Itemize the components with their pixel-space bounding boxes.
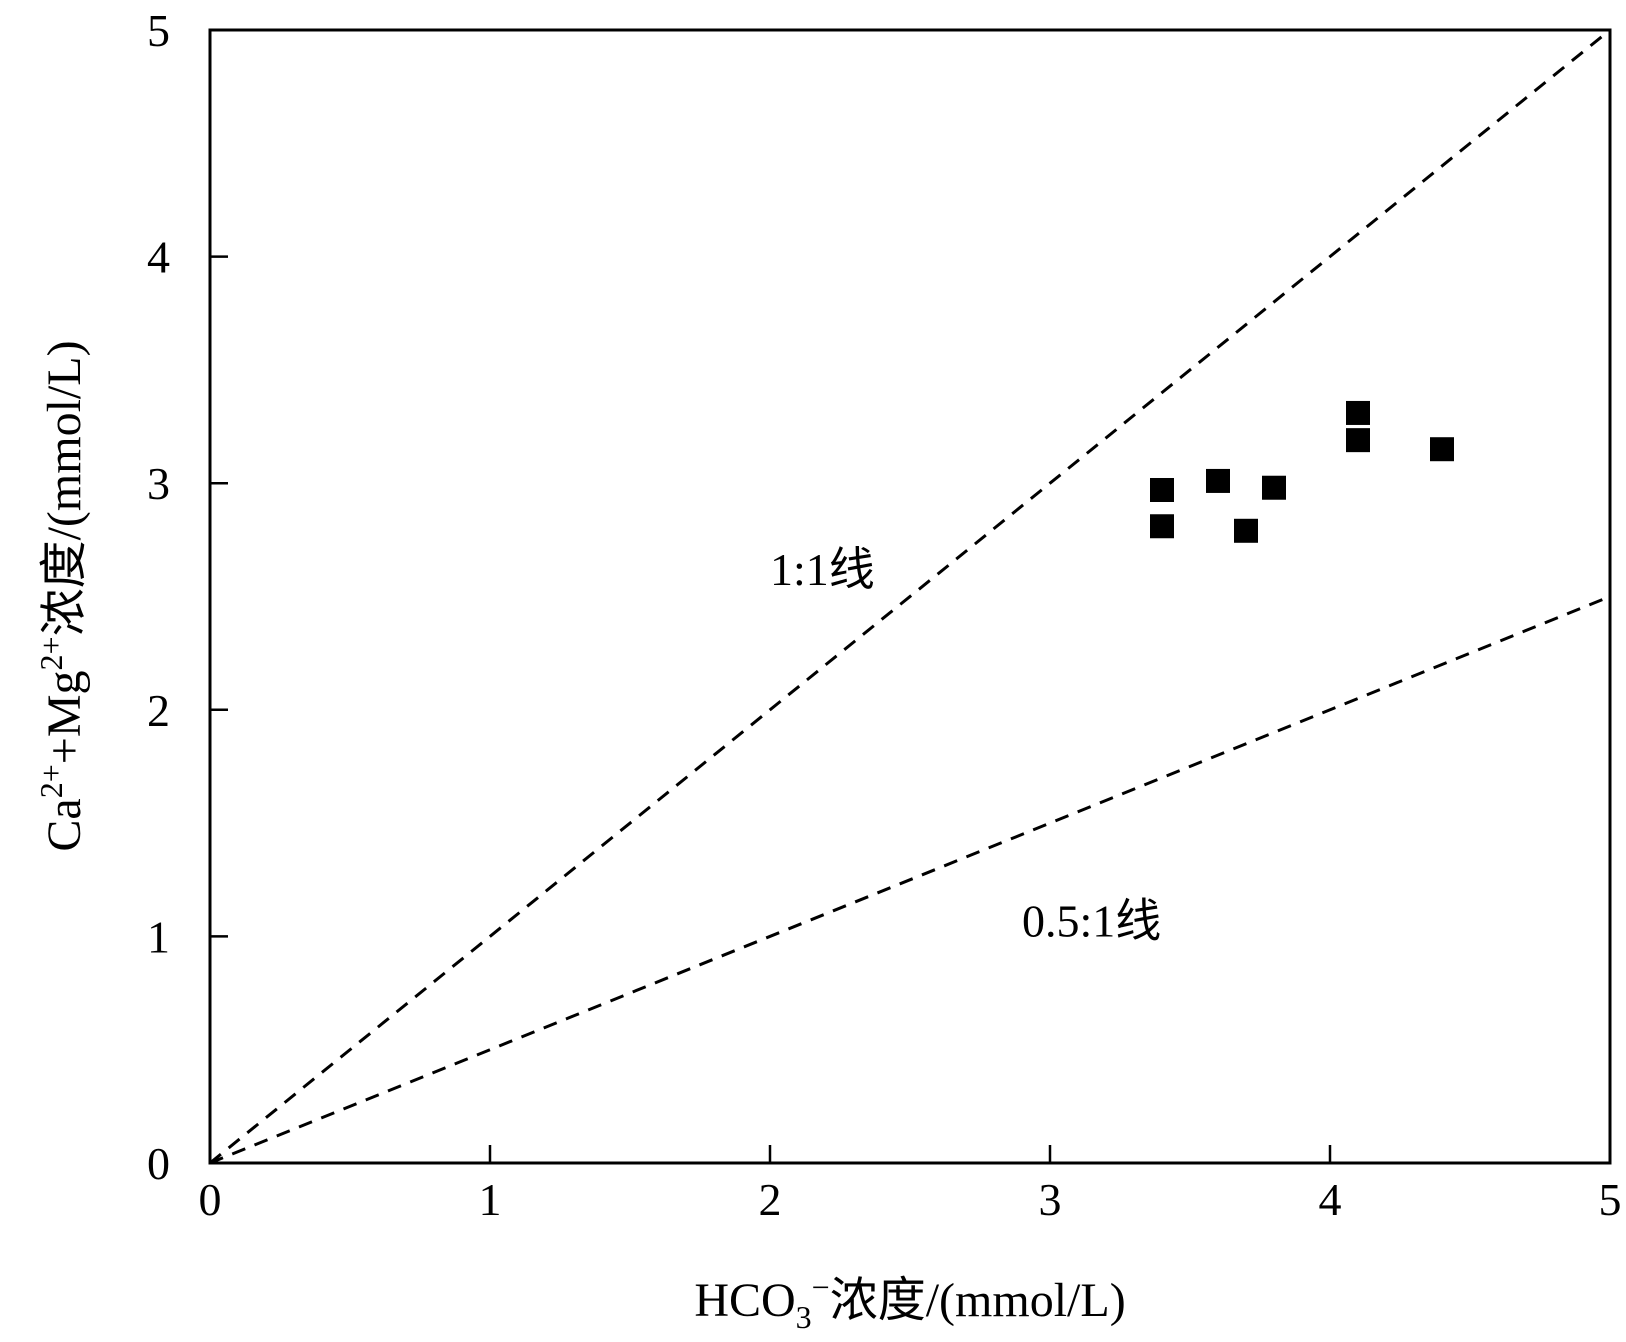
data-point xyxy=(1150,477,1174,502)
x-tick-label: 4 xyxy=(1319,1174,1342,1225)
data-point xyxy=(1262,475,1286,500)
y-tick-labels: 0 1 2 3 4 5 xyxy=(147,5,170,1189)
y-tick-label: 5 xyxy=(147,5,170,56)
y-tick-label: 2 xyxy=(147,685,170,736)
reference-line-label-1: 1:1线 xyxy=(770,544,875,595)
y-tick-label: 4 xyxy=(147,232,170,283)
data-point xyxy=(1234,518,1258,543)
reference-line-2 xyxy=(209,595,1611,1165)
y-tick-label: 0 xyxy=(147,1138,170,1189)
x-tick-label: 3 xyxy=(1039,1174,1062,1225)
data-point xyxy=(1430,437,1454,462)
x-tick-label: 2 xyxy=(759,1174,782,1225)
y-axis-title: Ca2++Mg2+浓度/(mmol/L) xyxy=(33,340,91,851)
plot-frame xyxy=(208,28,1612,1165)
y-tick-label: 3 xyxy=(147,458,170,509)
reference-line-labels: 1:1线 0.5:1线 xyxy=(770,544,1161,946)
x-tick-labels: 0 1 2 3 4 5 xyxy=(199,1174,1622,1225)
data-point xyxy=(1346,428,1370,453)
x-axis-title: HCO3−浓度/(mmol/L) xyxy=(694,1269,1125,1335)
data-point xyxy=(1150,514,1174,539)
data-markers xyxy=(1150,400,1454,543)
data-point xyxy=(1206,468,1230,493)
x-tick-label: 5 xyxy=(1599,1174,1622,1225)
x-tick-label: 1 xyxy=(479,1174,502,1225)
reference-line-label-2: 0.5:1线 xyxy=(1022,895,1161,946)
reference-line-1 xyxy=(209,28,1611,1165)
reference-lines xyxy=(209,28,1611,1165)
x-tick-label: 0 xyxy=(199,1174,222,1225)
data-point xyxy=(1346,400,1370,425)
y-tick-label: 1 xyxy=(147,911,170,962)
